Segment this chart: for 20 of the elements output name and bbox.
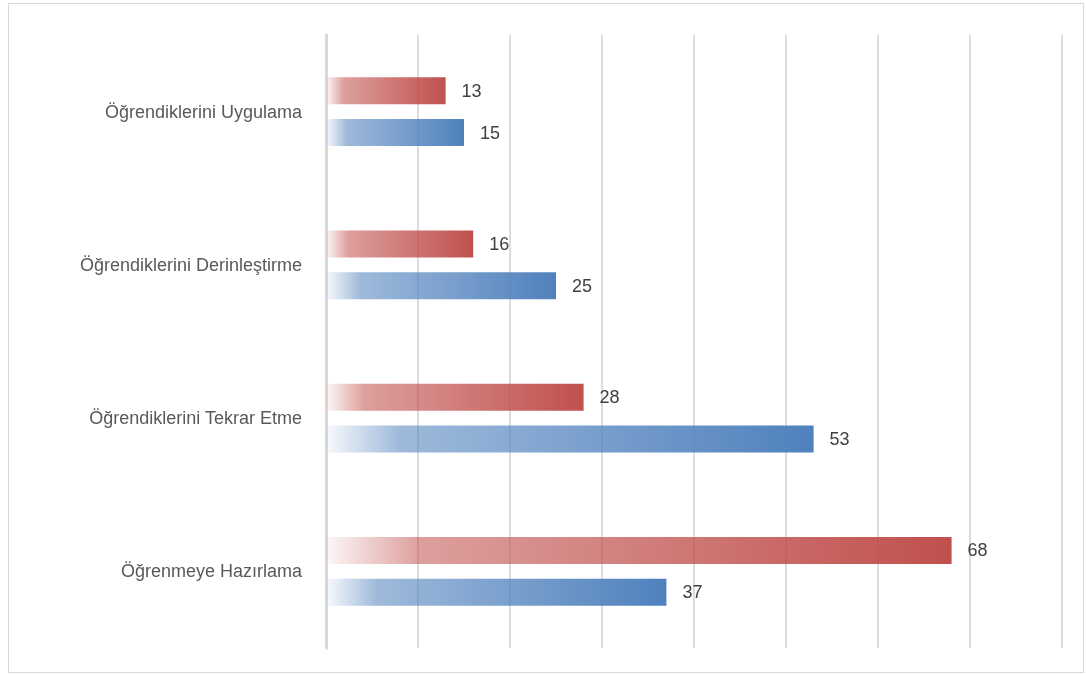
data-label: 37 xyxy=(682,582,703,603)
y-tick-label: Öğrendiklerini Derinleştirme xyxy=(79,254,302,275)
data-label: 16 xyxy=(489,233,510,254)
bar xyxy=(326,536,952,564)
bar xyxy=(326,119,464,147)
y-tick-label: Öğrendiklerini Uygulama xyxy=(104,101,303,122)
bar xyxy=(326,425,814,453)
data-label: 53 xyxy=(829,429,850,450)
data-label: 15 xyxy=(480,122,501,143)
data-label: 25 xyxy=(572,275,593,296)
bar xyxy=(326,383,584,411)
data-label: 68 xyxy=(967,540,988,561)
bar xyxy=(326,578,667,606)
y-tick-label: Öğrendiklerini Tekrar Etme xyxy=(89,408,302,429)
bar xyxy=(326,272,556,300)
bar xyxy=(326,230,474,258)
y-tick-label: Öğrenmeye Hazırlama xyxy=(120,561,303,582)
bar xyxy=(326,77,446,105)
data-label: 13 xyxy=(461,80,482,101)
data-label: 28 xyxy=(599,387,620,408)
